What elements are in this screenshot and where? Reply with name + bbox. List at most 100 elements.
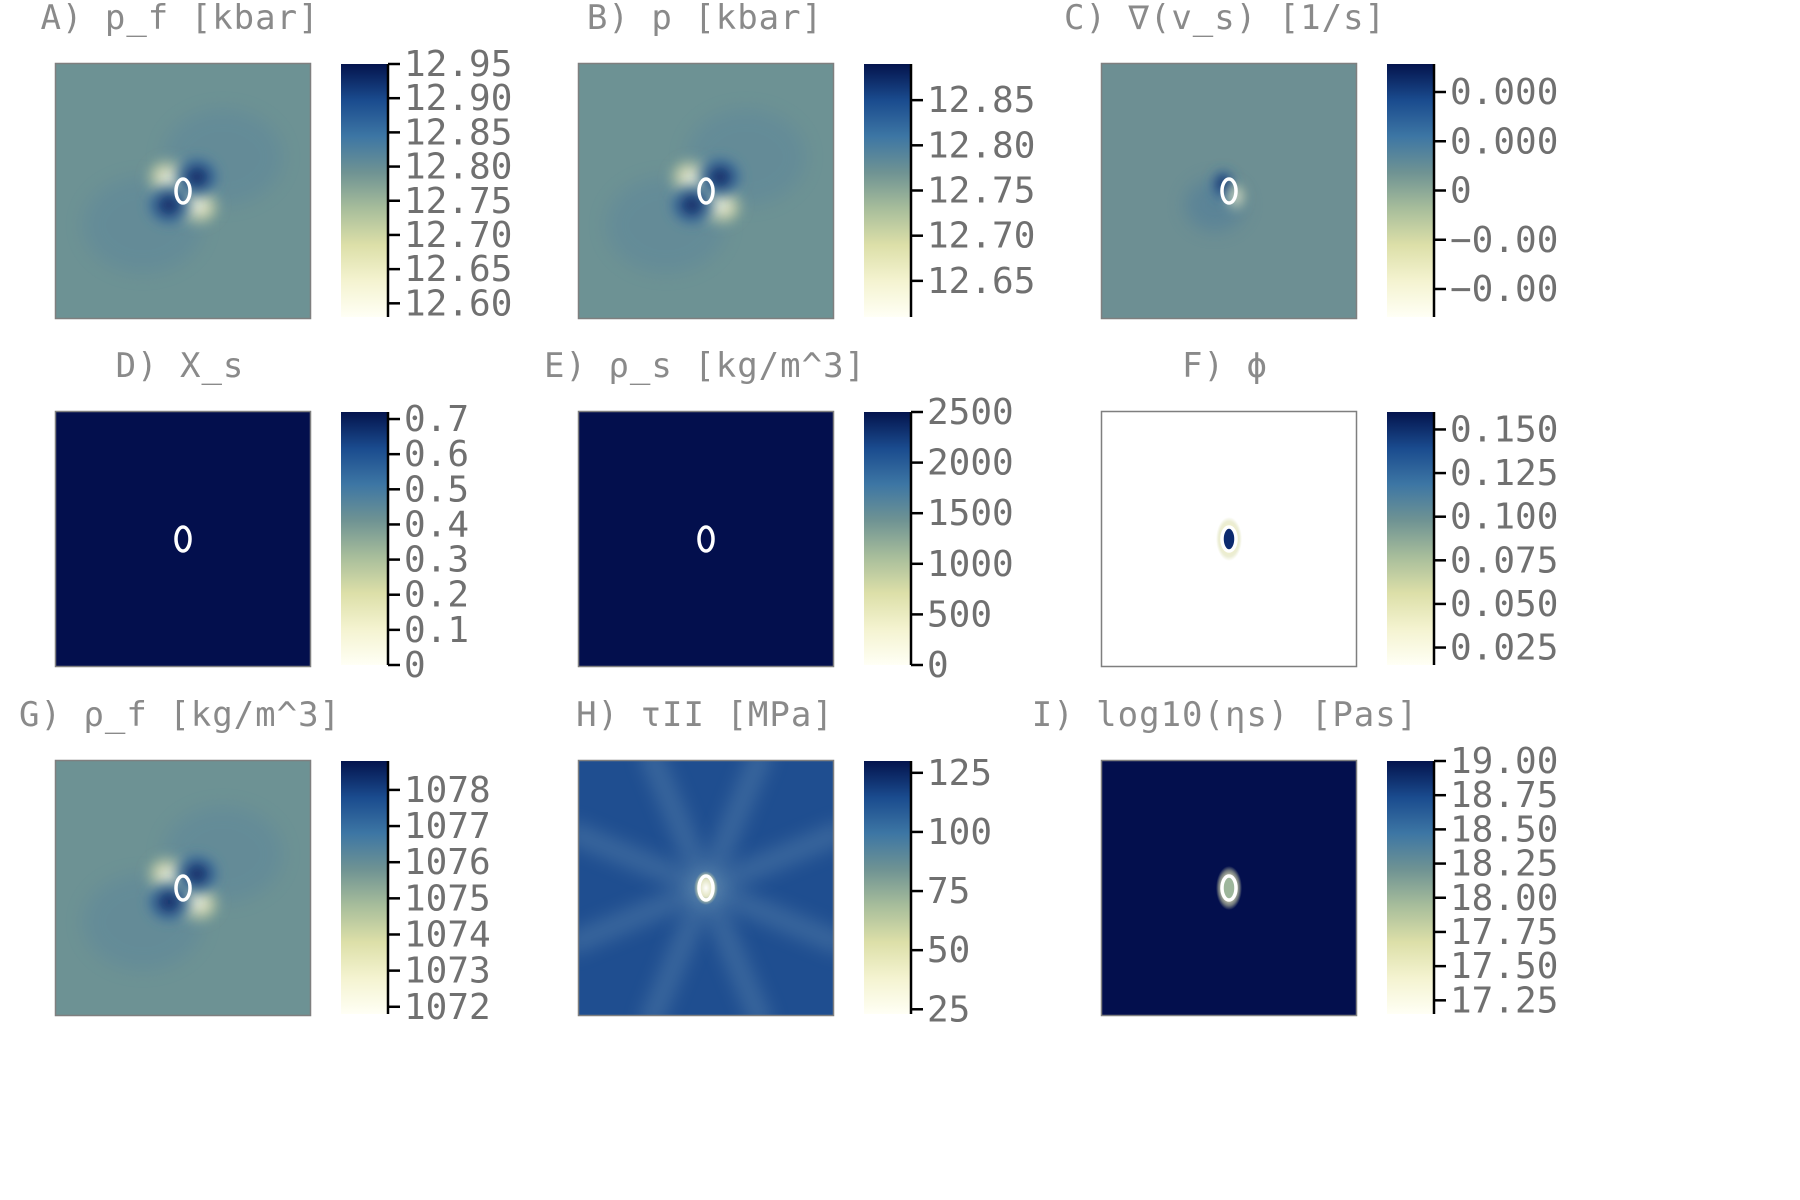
colorbar-tick-label: −0.00 xyxy=(1450,220,1558,261)
heatmap-background xyxy=(55,411,311,667)
colorbar-tick-label: 0.1 xyxy=(404,610,469,651)
colorbar xyxy=(341,412,388,665)
colorbar-tick-label: 18.25 xyxy=(1450,844,1558,885)
stress-ray-light xyxy=(578,877,711,953)
heatmap-frame xyxy=(54,410,312,668)
colorbar-tick-label: 12.90 xyxy=(404,78,512,119)
colorbar-tick-label: 0.150 xyxy=(1450,409,1558,450)
halo xyxy=(606,177,726,273)
panel-title: C) ∇(v_s) [1/s] xyxy=(1064,0,1386,38)
inclusion-ellipse xyxy=(174,525,192,553)
heatmap-field xyxy=(55,411,311,667)
colorbar-tick-label: 12.75 xyxy=(927,171,1035,212)
halo xyxy=(83,874,203,970)
colorbar xyxy=(1387,761,1434,1014)
colorbar-tick-label: 0.4 xyxy=(404,504,469,545)
inclusion-ellipse xyxy=(174,177,192,205)
inclusion-ellipse xyxy=(697,177,715,205)
heatmap-field xyxy=(578,760,834,1016)
colorbar-tick-label: 0.6 xyxy=(404,434,469,475)
colorbar-tick-label: 0 xyxy=(1450,171,1472,212)
heatmap-field xyxy=(578,411,834,667)
colorbar-tick-label: 0.000 xyxy=(1450,72,1558,113)
panel-g: G) ρ_f [kg/m^3] 1078107710761075107410731… xyxy=(19,695,491,1028)
heatmap-field xyxy=(55,760,311,1016)
colorbar-tick-label: 0.3 xyxy=(404,540,469,581)
colorbar-tick-label: 2000 xyxy=(927,443,1014,484)
colorbar-tick-label: 0.000 xyxy=(1450,121,1558,162)
heatmap-frame xyxy=(577,410,835,668)
heatmap-frame xyxy=(577,62,835,320)
halo xyxy=(83,177,203,273)
colorbar xyxy=(1387,412,1434,665)
colorbar-tick-label: 0.5 xyxy=(404,469,469,510)
stress-ray-light xyxy=(578,823,711,899)
colorbar-tick-label: 12.60 xyxy=(404,283,512,324)
colorbar-tick-label: 12.80 xyxy=(927,125,1035,166)
panel-c: C) ∇(v_s) [1/s] 0.000 0.000 0 −0.00 −0.00 xyxy=(1064,0,1558,320)
colorbar-tick-label: 12.80 xyxy=(404,147,512,188)
colorbar-tick-label: 12.65 xyxy=(927,261,1035,302)
heatmap-field xyxy=(1101,411,1357,667)
colorbar-tick-label: 0.100 xyxy=(1450,497,1558,538)
panel-title: F) ϕ xyxy=(1182,346,1268,386)
colorbar-tick-label: 12.75 xyxy=(404,181,512,222)
stress-ray-light xyxy=(641,883,717,1016)
colorbar-tick-label: 0 xyxy=(927,645,949,686)
colorbar xyxy=(864,412,911,665)
colorbar-tick-label: 17.75 xyxy=(1450,912,1558,953)
heatmap-field xyxy=(1101,63,1357,319)
panel-title: H) τII [MPa] xyxy=(576,695,834,735)
colorbar-tick-label: 50 xyxy=(927,930,970,971)
colorbar-tick-label: 1500 xyxy=(927,493,1014,534)
stress-ray-light xyxy=(701,823,834,899)
halo xyxy=(163,109,283,205)
colorbar-tick-label: 17.25 xyxy=(1450,980,1558,1021)
colorbar-tick-label: 0.025 xyxy=(1450,628,1558,669)
panel-title: E) ρ_s [kg/m^3] xyxy=(544,346,866,386)
colorbar-tick-label: 18.75 xyxy=(1450,775,1558,816)
colorbar-tick-label: 1073 xyxy=(404,951,491,992)
colorbar-tick-label: 25 xyxy=(927,989,970,1030)
panel-e: E) ρ_s [kg/m^3] 2500 2000 1500 1000 500 0 xyxy=(544,346,1014,686)
heatmap-frame xyxy=(1100,759,1358,1017)
panel-title: A) p_f [kbar] xyxy=(40,0,319,38)
colorbar-tick-label: 1077 xyxy=(404,806,491,847)
heatmap-field xyxy=(55,63,311,319)
panel-h: H) τII [MPa] 125 100 75 50 25 xyxy=(576,695,992,1030)
colorbar-tick-label: 500 xyxy=(927,594,992,635)
spot-core xyxy=(1223,876,1235,900)
heatmap-frame xyxy=(54,62,312,320)
heatmap-background xyxy=(578,411,834,667)
colorbar-tick-label: 100 xyxy=(927,812,992,853)
panel-d: D) X_s 0.70.60.50.40.30.20.10 xyxy=(54,346,469,686)
colorbar-tick-label: 12.85 xyxy=(927,80,1035,121)
spot-core xyxy=(1223,527,1235,551)
colorbar-tick-label: 12.70 xyxy=(404,215,512,256)
colorbar xyxy=(341,761,388,1014)
colorbar-tick-label: 12.95 xyxy=(404,44,512,85)
heatmap-frame xyxy=(1100,62,1358,320)
colorbar-tick-label: 0.2 xyxy=(404,575,469,616)
colorbar-tick-label: 1078 xyxy=(404,770,491,811)
colorbar-tick-label: 1076 xyxy=(404,842,491,883)
inclusion-ellipse xyxy=(697,874,715,902)
panel-title: I) log10(ηs) [Pas] xyxy=(1032,695,1418,735)
heatmap-field xyxy=(1101,760,1357,1016)
inclusion-ellipse xyxy=(1220,525,1238,553)
colorbar-tick-label: 12.85 xyxy=(404,112,512,153)
heatmap-frame xyxy=(577,759,835,1017)
colorbar-tick-label: 12.70 xyxy=(927,216,1035,257)
halo xyxy=(1185,179,1245,231)
halo xyxy=(163,806,283,902)
colorbar-tick-label: 0 xyxy=(404,645,426,686)
colorbar-tick-label: 1000 xyxy=(927,544,1014,585)
colorbar xyxy=(864,761,911,1014)
inclusion-ellipse xyxy=(1220,177,1238,205)
colorbar-tick-label: 75 xyxy=(927,871,970,912)
colorbar-tick-label: 12.65 xyxy=(404,249,512,290)
halo xyxy=(686,109,806,205)
